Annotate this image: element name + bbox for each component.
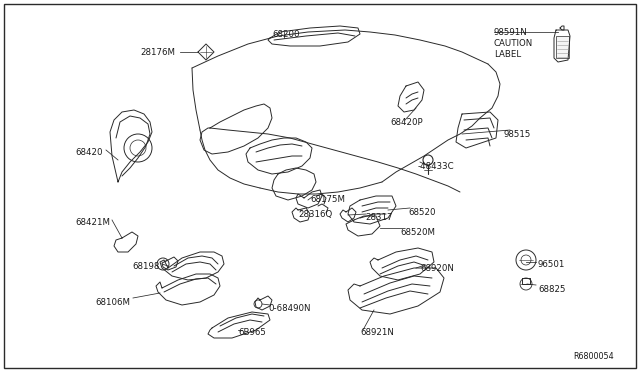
Text: 68520: 68520 xyxy=(408,208,435,217)
Text: LABEL: LABEL xyxy=(494,50,521,59)
Text: 68420: 68420 xyxy=(76,148,103,157)
Text: 68520M: 68520M xyxy=(400,228,435,237)
Text: 68825: 68825 xyxy=(538,285,566,294)
Text: 0-68490N: 0-68490N xyxy=(268,304,310,313)
Text: 68921N: 68921N xyxy=(360,328,394,337)
Text: CAUTION: CAUTION xyxy=(494,39,533,48)
Text: 28176M: 28176M xyxy=(140,48,175,57)
Text: R6800054: R6800054 xyxy=(573,352,614,361)
Text: 98515: 98515 xyxy=(504,130,531,139)
Text: 6B965: 6B965 xyxy=(238,328,266,337)
Text: 96501: 96501 xyxy=(538,260,565,269)
Text: 68175M: 68175M xyxy=(310,195,345,204)
Text: 68200: 68200 xyxy=(272,30,300,39)
Text: 98591N: 98591N xyxy=(494,28,528,37)
Text: 28317: 28317 xyxy=(365,213,392,222)
Text: 28316Q: 28316Q xyxy=(298,210,332,219)
Bar xyxy=(556,36,569,58)
Text: 68920N: 68920N xyxy=(420,264,454,273)
Text: 68198: 68198 xyxy=(132,262,160,271)
Text: 68421M: 68421M xyxy=(75,218,110,227)
Text: 68420P: 68420P xyxy=(390,118,422,127)
Text: -48433C: -48433C xyxy=(418,162,454,171)
Text: 68106M: 68106M xyxy=(95,298,130,307)
